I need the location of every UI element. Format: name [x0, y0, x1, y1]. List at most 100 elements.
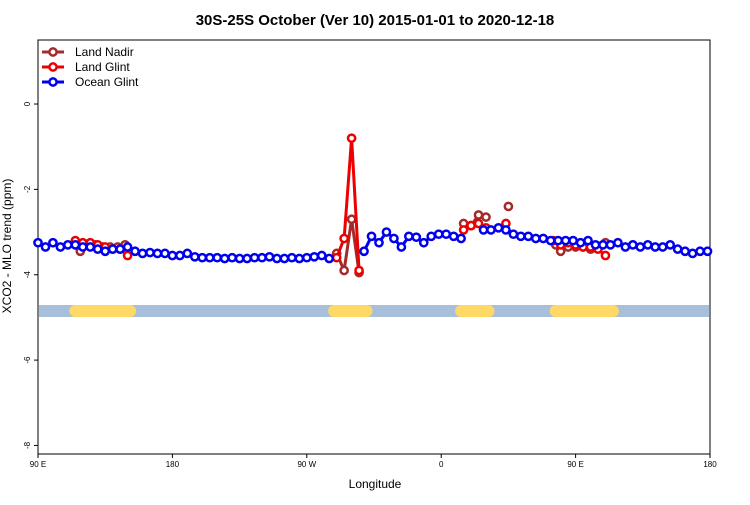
- y-tick-label-0: 0: [23, 101, 32, 106]
- series-2-point-2-19: [620, 242, 631, 252]
- series-0-extra-point-0: [503, 201, 514, 212]
- series-2-point-0-31: [264, 251, 275, 262]
- series-2-point-0-15: [145, 247, 155, 258]
- series-2-point-2-0: [478, 225, 489, 235]
- series-2-point-2-14: [583, 235, 593, 246]
- series-2-point-0-17: [160, 248, 170, 259]
- series-1-line-1: [335, 136, 361, 271]
- series-2-point-0-22: [197, 252, 208, 263]
- series-0-line-1: [335, 217, 361, 273]
- series-2-point-1-3: [381, 227, 392, 237]
- series-2-point-1-11: [441, 229, 452, 240]
- series-2-point-2-17: [605, 240, 616, 250]
- series-2-point-2-8: [538, 233, 549, 244]
- series-2-point-1-10: [433, 229, 444, 240]
- series-1-point-1-0: [331, 252, 342, 263]
- series-1-point-1-3: [354, 265, 364, 276]
- series-0-point-2-3: [481, 212, 491, 222]
- legend-marker-1: [48, 62, 58, 72]
- x-tick-label-4: 90 E: [567, 460, 583, 469]
- series-2-point-1-5: [396, 242, 407, 252]
- series-1-point-2-2: [473, 218, 484, 229]
- series-2-point-2-23: [650, 242, 661, 252]
- series-2-point-0-6: [77, 242, 88, 252]
- series-2-point-0-13: [130, 246, 140, 257]
- x-tick-label-5: 180: [703, 460, 717, 469]
- legend-marker-0: [48, 47, 58, 57]
- series-2-point-0-32: [272, 253, 282, 264]
- series-2-point-2-2: [493, 222, 504, 233]
- series-2-point-0-1: [40, 242, 51, 252]
- series-1-point-2-0: [458, 225, 469, 235]
- series-2-point-0-24: [212, 252, 223, 263]
- series-2-point-2-26: [672, 244, 683, 254]
- series-2-point-0-21: [189, 251, 200, 262]
- chart-title: 30S-25S October (Ver 10) 2015-01-01 to 2…: [196, 12, 555, 29]
- series-2-point-0-28: [242, 253, 252, 264]
- series-2-point-1-7: [411, 232, 422, 243]
- series-2-point-1-8: [418, 237, 429, 248]
- series-2-point-2-6: [523, 231, 534, 242]
- series-2-point-0-23: [204, 252, 215, 263]
- series-2-point-0-2: [48, 237, 58, 248]
- series-2-point-0-10: [107, 244, 118, 254]
- series-2-point-2-5: [515, 231, 526, 242]
- series-2-point-2-3: [501, 225, 511, 235]
- series-2-point-2-11: [560, 235, 571, 246]
- series-2-point-0-29: [249, 252, 260, 263]
- series-1-point-1-1: [339, 233, 349, 244]
- series-2-point-0-26: [227, 252, 237, 263]
- series-2-point-1-6: [403, 231, 414, 242]
- series-2-point-1-12: [448, 231, 459, 242]
- y-tick-label-3: -6: [23, 356, 32, 364]
- series-2-point-0-20: [182, 248, 193, 259]
- series-2-point-0-25: [219, 253, 230, 264]
- series-2-point-0-8: [92, 244, 103, 254]
- series-1-point-1-2: [346, 133, 357, 144]
- series-2-point-0-9: [100, 246, 111, 257]
- series-2-point-2-1: [486, 225, 496, 235]
- series-1-point-3-7: [600, 250, 611, 261]
- axis-ticks: 90 E 180 90 W 0 90 E 180 0 -2 -4 -6 -8: [23, 101, 717, 469]
- series-1-point-0-7: [122, 250, 133, 261]
- legend-label-1: Land Glint: [75, 60, 130, 74]
- series-2-point-2-9: [545, 235, 556, 246]
- series-2: [33, 222, 713, 264]
- series-2-point-0-16: [152, 248, 163, 259]
- series-2-point-2-30: [702, 246, 713, 257]
- legend-marker-2: [48, 77, 58, 87]
- series-2-point-0-11: [115, 244, 125, 254]
- series-2-point-2-28: [687, 248, 698, 259]
- series-2-point-1-9: [426, 231, 437, 242]
- series-2-point-0-12: [122, 242, 133, 252]
- legend-label-2: Ocean Glint: [75, 75, 139, 89]
- series-2-point-1-0: [359, 246, 369, 257]
- y-tick-label-2: -4: [23, 271, 32, 279]
- series-2-point-2-12: [568, 235, 578, 246]
- x-tick-label-0: 90 E: [30, 460, 46, 469]
- series-2-point-2-22: [642, 240, 653, 250]
- x-axis-label: Longitude: [349, 477, 402, 491]
- series-2-point-2-16: [598, 240, 608, 250]
- series-0-point-1-2: [346, 214, 357, 225]
- x-tick-label-3: 0: [439, 460, 444, 469]
- series-2-point-2-13: [575, 237, 586, 248]
- y-axis-label: XCO2 - MLO trend (ppm): [0, 179, 14, 314]
- series-2-point-0-5: [70, 240, 81, 250]
- x-tick-label-1: 180: [166, 460, 180, 469]
- series-2-point-0-36: [301, 252, 312, 263]
- series-2-point-2-25: [665, 240, 676, 250]
- series-2-point-0-35: [294, 253, 305, 264]
- series-2-point-0-30: [257, 252, 267, 263]
- series-2-point-2-4: [508, 229, 519, 240]
- series-2-point-1-4: [389, 233, 399, 244]
- series-2-point-2-27: [680, 246, 690, 257]
- series-2-point-1-1: [366, 231, 377, 242]
- y-tick-label-4: -8: [23, 441, 32, 449]
- series-2-point-0-0: [33, 237, 43, 248]
- x-tick-label-2: 90 W: [297, 460, 316, 469]
- series-2-point-1-13: [456, 233, 466, 244]
- series-layer: [33, 133, 713, 278]
